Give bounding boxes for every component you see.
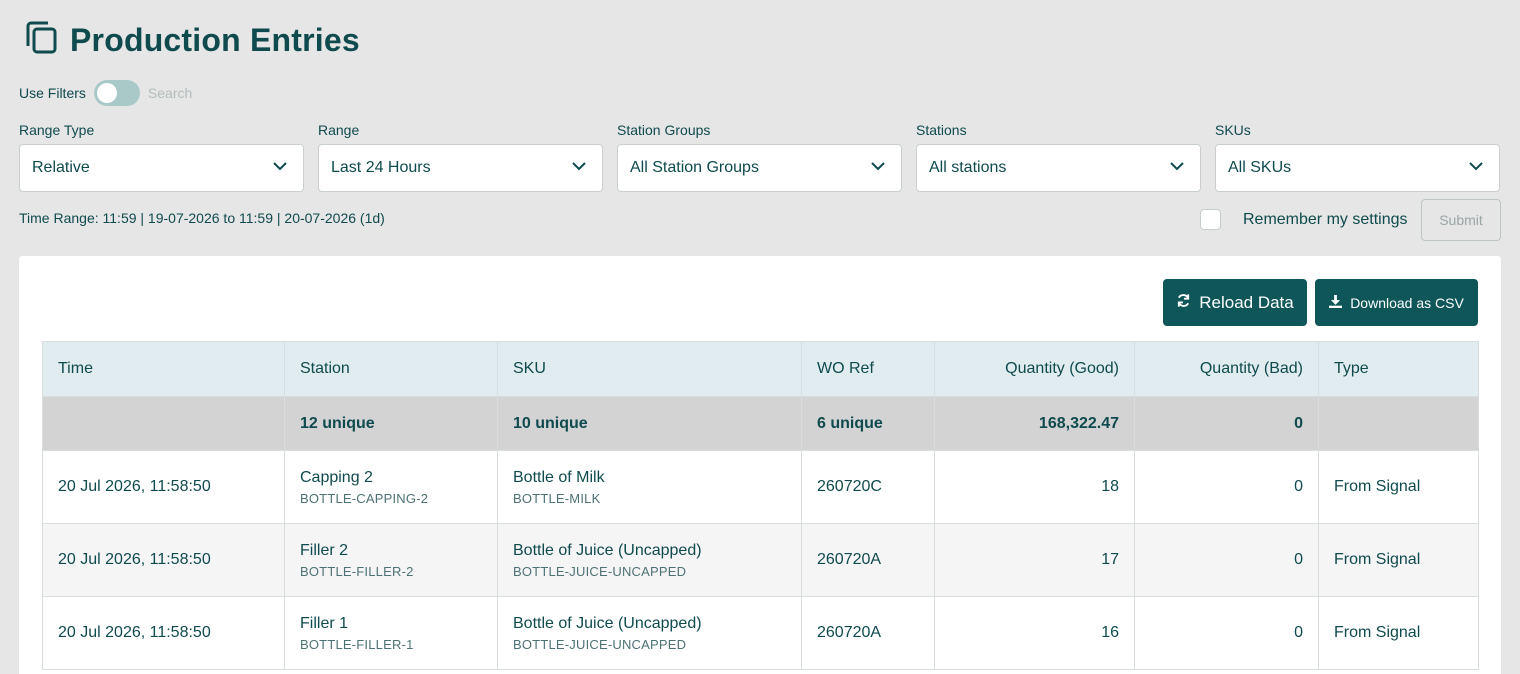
range-label: Range [318,122,360,138]
summary-station-cell: 12 unique [284,396,498,451]
station-code: BOTTLE-FILLER-2 [300,563,414,579]
download-csv-label: Download as CSV [1350,294,1464,311]
time-cell: 20 Jul 2026, 11:58:50 [42,596,285,670]
chevron-down-icon [1467,157,1485,180]
range-type-select[interactable]: Relative [19,144,304,192]
use-filters-toggle[interactable] [93,80,140,106]
sku-name: Bottle of Juice (Uncapped) [513,614,702,632]
wo-ref-cell: 260720A [801,523,935,597]
results-panel: Reload Data Download as CSV Time Station… [19,256,1501,674]
range-select[interactable]: Last 24 Hours [318,144,603,192]
qty-good-cell: 18 [934,450,1135,524]
summary-time-cell [42,396,285,451]
chevron-down-icon [1168,157,1186,180]
summary-row: 12 unique 10 unique 6 unique 168,322.47 … [42,396,1479,451]
type-cell: From Signal [1318,596,1479,670]
column-header-qty-bad[interactable]: Quantity (Bad) [1134,341,1319,397]
summary-type-cell [1318,396,1479,451]
column-header-time[interactable]: Time [42,341,285,397]
wo-ref-cell: 260720A [801,596,935,670]
table-row: 20 Jul 2026, 11:58:50 Filler 1 BOTTLE-FIL… [42,596,1479,670]
sku-code: BOTTLE-JUICE-UNCAPPED [513,636,687,652]
summary-sku-cell: 10 unique [497,396,802,451]
sku-name: Bottle of Juice (Uncapped) [513,541,702,559]
chevron-down-icon [271,157,289,180]
remember-settings-checkbox[interactable] [1200,209,1221,230]
time-cell: 20 Jul 2026, 11:58:50 [42,523,285,597]
station-name: Capping 2 [300,468,373,486]
remember-settings: Remember my settings [1200,209,1408,230]
submit-button[interactable]: Submit [1421,199,1501,241]
station-groups-label: Station Groups [617,122,711,138]
column-header-station[interactable]: Station [284,341,498,397]
skus-value: All SKUs [1228,159,1292,176]
summary-qty-bad-cell: 0 [1134,396,1319,451]
column-header-type[interactable]: Type [1318,341,1479,397]
station-cell: Filler 1 BOTTLE-FILLER-1 [284,596,498,670]
sku-code: BOTTLE-JUICE-UNCAPPED [513,563,687,579]
station-name: Filler 1 [300,614,349,632]
wo-ref-cell: 260720C [801,450,935,524]
chevron-down-icon [869,157,887,180]
station-groups-value: All Station Groups [630,159,759,176]
summary-wo-ref-cell: 6 unique [801,396,935,451]
sku-cell: Bottle of Milk BOTTLE-MILK [497,450,802,524]
stations-select[interactable]: All stations [916,144,1201,192]
station-cell: Capping 2 BOTTLE-CAPPING-2 [284,450,498,524]
range-type-value: Relative [32,159,90,176]
download-csv-button[interactable]: Download as CSV [1315,279,1478,326]
filter-toggle-row: Use Filters Search [19,79,192,107]
column-header-sku[interactable]: SKU [497,341,802,397]
page-title: Production Entries [70,22,360,58]
reload-data-button[interactable]: Reload Data [1163,279,1307,326]
sku-code: BOTTLE-MILK [513,490,601,506]
station-groups-select[interactable]: All Station Groups [617,144,902,192]
column-header-qty-good[interactable]: Quantity (Good) [934,341,1135,397]
time-cell: 20 Jul 2026, 11:58:50 [42,450,285,524]
download-icon [1329,294,1350,311]
chevron-down-icon [570,157,588,180]
stations-label: Stations [916,122,967,138]
skus-label: SKUs [1215,122,1251,138]
station-code: BOTTLE-CAPPING-2 [300,490,429,506]
page-header: Production Entries [24,20,360,61]
station-groups-filter: Station Groups All Station Groups [617,122,902,192]
qty-bad-cell: 0 [1134,596,1319,670]
refresh-icon [1176,293,1199,313]
copy-pages-icon [24,20,58,61]
time-range-text: Time Range: 11:59 | 19-07-2026 to 11:59 … [19,210,385,226]
summary-qty-good-cell: 168,322.47 [934,396,1135,451]
range-type-filter: Range Type Relative [19,122,304,192]
type-cell: From Signal [1318,523,1479,597]
skus-filter: SKUs All SKUs [1215,122,1500,192]
station-cell: Filler 2 BOTTLE-FILLER-2 [284,523,498,597]
table-row: 20 Jul 2026, 11:58:50 Capping 2 BOTTLE-CA… [42,450,1479,524]
type-cell: From Signal [1318,450,1479,524]
station-code: BOTTLE-FILLER-1 [300,636,414,652]
skus-select[interactable]: All SKUs [1215,144,1500,192]
sku-cell: Bottle of Juice (Uncapped) BOTTLE-JUICE-U… [497,596,802,670]
table-header-row: Time Station SKU WO Ref Quantity (Good) … [42,341,1479,397]
sku-cell: Bottle of Juice (Uncapped) BOTTLE-JUICE-U… [497,523,802,597]
range-value: Last 24 Hours [331,159,431,176]
stations-filter: Stations All stations [916,122,1201,192]
range-type-label: Range Type [19,122,95,138]
station-name: Filler 2 [300,541,349,559]
remember-settings-label: Remember my settings [1243,210,1408,228]
qty-good-cell: 16 [934,596,1135,670]
production-entries-table: Time Station SKU WO Ref Quantity (Good) … [42,341,1479,670]
search-label: Search [147,85,193,101]
column-header-wo-ref[interactable]: WO Ref [801,341,935,397]
qty-bad-cell: 0 [1134,450,1319,524]
table-row: 20 Jul 2026, 11:58:50 Filler 2 BOTTLE-FIL… [42,523,1479,597]
qty-good-cell: 17 [934,523,1135,597]
range-filter: Range Last 24 Hours [318,122,603,192]
use-filters-label: Use Filters [19,85,86,101]
toggle-knob [96,83,117,103]
sku-name: Bottle of Milk [513,468,605,486]
reload-data-label: Reload Data [1199,292,1294,312]
qty-bad-cell: 0 [1134,523,1319,597]
stations-value: All stations [929,159,1007,176]
